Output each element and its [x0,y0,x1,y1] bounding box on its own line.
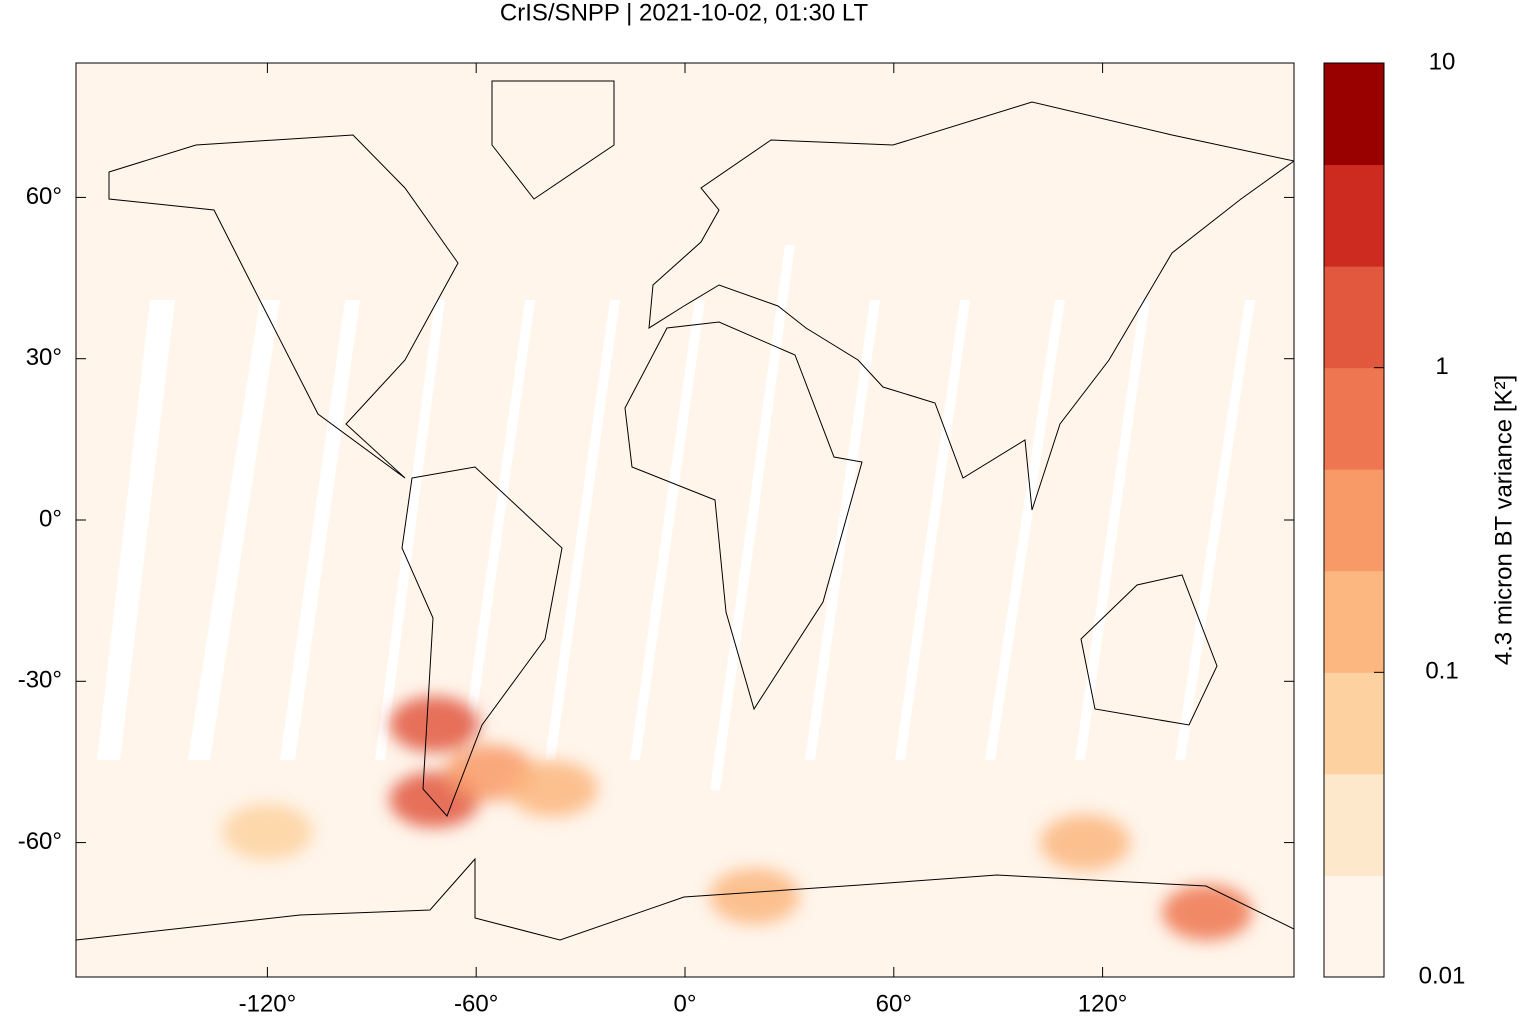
colorbar-band [1324,570,1384,673]
colorbar-band [1324,164,1384,267]
x-tick-label: -120° [239,990,297,1017]
colorbar-band [1324,672,1384,775]
x-tick-label: -60° [454,990,498,1017]
colorbar-tick-label: 10 [1429,48,1456,75]
colorbar-band [1324,875,1384,978]
swath-gaps [97,245,1255,790]
hotspot [507,760,598,817]
axes: -120° -60° 0° 60° 120° 60° 30° 0° -30° -60° [18,63,1294,1017]
swath-gap [460,300,535,760]
hotspot [389,696,480,753]
colorbar-frame [1323,62,1385,978]
coastline [401,466,563,817]
hotspot [709,868,800,925]
y-tick-label: 0° [39,505,62,532]
swath-gap [710,245,795,790]
coastline [76,857,1294,941]
swath-gap [375,300,445,760]
colorbar-band [1324,773,1384,876]
colorbar-band [1324,266,1384,369]
coastline [1080,574,1218,726]
colorbar-tick-label: 0.01 [1419,962,1466,989]
colorbar-tick-label: 0.1 [1425,658,1458,685]
hotspot [222,803,313,860]
x-tick-label: 60° [876,990,912,1017]
coastlines [76,80,1294,941]
swath-gap [985,300,1065,760]
y-tick-label: 60° [26,183,62,210]
colorbar-band [1324,469,1384,572]
hotspots [222,696,1252,941]
colorbar-band [1324,367,1384,470]
colorbar: 0.01 0.1 1 10 [1323,48,1466,989]
x-tick-label: 0° [674,990,697,1017]
hotspot [1162,884,1252,941]
coastline [624,321,863,711]
coastline [648,101,1294,511]
colorbar-band [1324,63,1384,166]
chart-title: CrIS/SNPP | 2021-10-02, 01:30 LT [500,0,869,26]
swath-gap [805,300,880,760]
colorbar-tick-label: 1 [1435,353,1448,380]
y-tick-label: 30° [26,344,62,371]
swath-gap [545,300,620,760]
swath-gap [1075,300,1150,760]
field [76,80,1294,941]
hotspot [1040,814,1131,871]
coastline [491,80,615,200]
y-tick-label: -60° [18,828,62,855]
swath-gap [1175,300,1255,760]
y-tick-label: -30° [18,667,62,694]
swath-gap [97,300,175,760]
x-tick-label: 120° [1078,990,1128,1017]
swath-gap [188,300,280,760]
swath-gap [280,300,360,760]
swath-gap [895,300,970,760]
colorbar-label: 4.3 micron BT variance [K²] [1490,375,1517,665]
swath-gap [630,300,705,760]
coastline [108,134,459,479]
